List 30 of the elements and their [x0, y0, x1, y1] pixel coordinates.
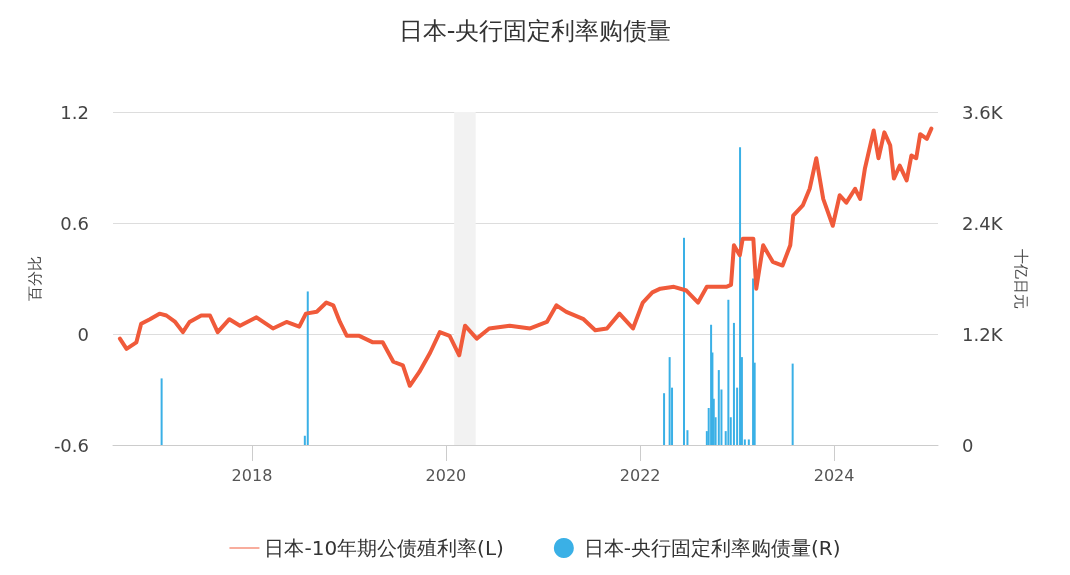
y-tick-label: 0.6: [60, 212, 89, 234]
y2-tick-label: 2.4K: [962, 212, 1004, 234]
y2-tick-label: 0: [962, 434, 974, 456]
y-tick-label: 1.2: [60, 101, 89, 123]
x-tick-label: 2020: [425, 465, 467, 485]
bar: [732, 322, 735, 445]
y2-tick-label: 3.6K: [962, 101, 1004, 123]
legend-label: 日本-10年期公债殖利率(L): [264, 536, 504, 560]
y-axis-title: 百分比: [26, 256, 45, 301]
bar: [160, 378, 163, 445]
chart-title: 日本-央行固定利率购债量: [398, 17, 672, 45]
line-series: [117, 126, 934, 388]
bar: [739, 147, 742, 445]
y2-tick-label: 1.2K: [962, 323, 1004, 345]
bar: [747, 439, 750, 445]
x-tick-label: 2022: [619, 465, 661, 485]
bar: [717, 370, 720, 445]
bar: [682, 237, 685, 445]
bar: [663, 393, 666, 445]
bar: [727, 299, 730, 445]
y2-axis-title: 十亿日元: [1011, 248, 1030, 309]
bar: [752, 278, 755, 445]
x-tick-label: 2018: [231, 465, 273, 485]
legend-label: 日本-央行固定利率购债量(R): [583, 536, 841, 560]
bar: [306, 291, 309, 445]
x-tick-label: 2024: [813, 465, 855, 485]
bar: [791, 363, 794, 445]
bar: [668, 357, 671, 445]
y-tick-label: -0.6: [53, 434, 89, 456]
y-tick-label: 0: [77, 323, 89, 345]
